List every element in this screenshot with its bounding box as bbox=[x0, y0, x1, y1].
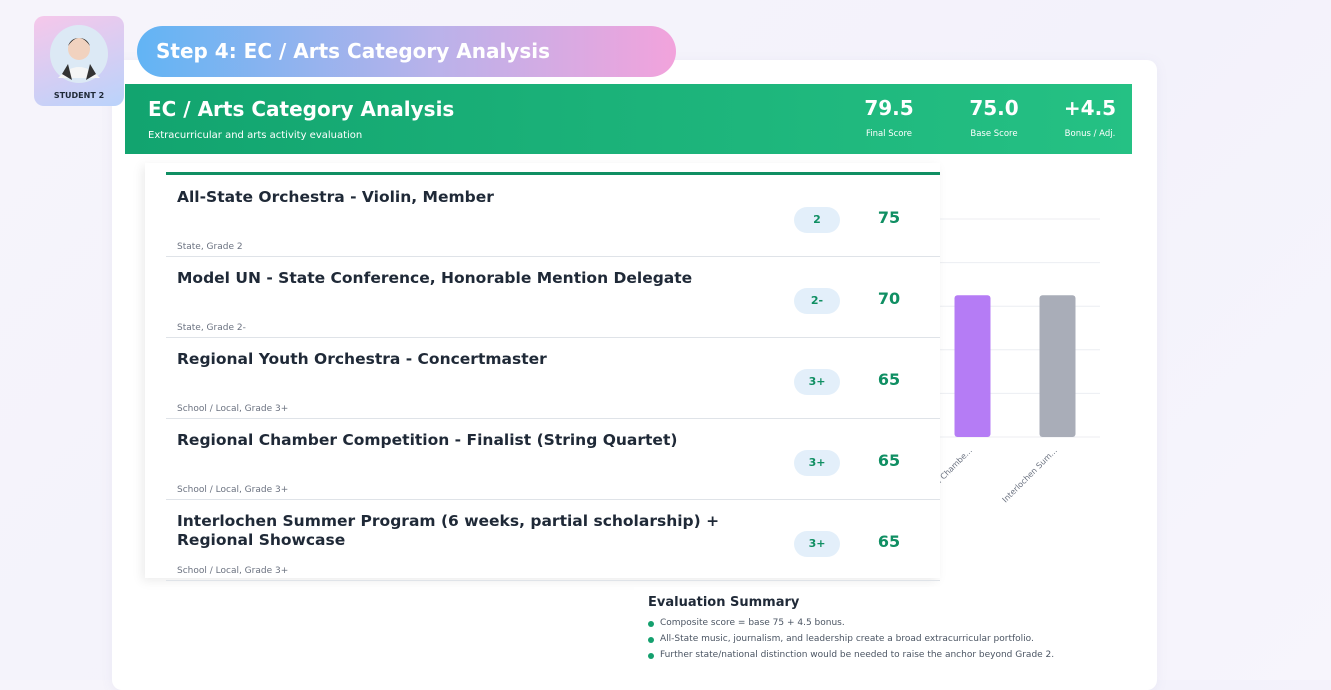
stat-value: 79.5 bbox=[864, 96, 914, 120]
activity-score: 75 bbox=[877, 208, 901, 227]
stat: 79.5 Final Score bbox=[844, 96, 934, 139]
activity-row: Model UN - State Conference, Honorable M… bbox=[166, 257, 940, 338]
grade-badge: 3+ bbox=[794, 369, 840, 395]
activity-detail: State, Grade 2 bbox=[177, 242, 243, 252]
header-subtitle: Extracurricular and arts activity evalua… bbox=[148, 130, 363, 141]
grade-badge: 3+ bbox=[794, 531, 840, 557]
activity-detail: State, Grade 2- bbox=[177, 323, 246, 333]
activity-detail: School / Local, Grade 3+ bbox=[177, 566, 289, 576]
activity-detail: School / Local, Grade 3+ bbox=[177, 485, 289, 495]
header-title: EC / Arts Category Analysis bbox=[148, 97, 455, 121]
grade-badge: 3+ bbox=[794, 450, 840, 476]
activity-title: Regional Chamber Competition - Finalist … bbox=[177, 431, 678, 449]
student-label: STUDENT 2 bbox=[53, 91, 105, 100]
summary-item: Further state/national distinction would… bbox=[648, 650, 1116, 660]
stat-label: Base Score bbox=[970, 129, 1018, 139]
summary-item: All-State music, journalism, and leaders… bbox=[648, 634, 1116, 644]
activity-row: All-State Orchestra - Violin, Member Stat… bbox=[166, 176, 940, 257]
activity-row: Interlochen Summer Program (6 weeks, par… bbox=[166, 500, 940, 581]
activity-table: All-State Orchestra - Violin, Member Stat… bbox=[145, 163, 940, 581]
activity-detail: School / Local, Grade 3+ bbox=[177, 404, 289, 414]
activity-row: Regional Chamber Competition - Finalist … bbox=[166, 419, 940, 500]
stat-label: Bonus / Adj. bbox=[1064, 129, 1116, 139]
step-pill: Step 4: EC / Arts Category Analysis bbox=[137, 26, 676, 77]
activity-title: Model UN - State Conference, Honorable M… bbox=[177, 269, 693, 287]
header-banner: EC / Arts Category Analysis Extracurricu… bbox=[125, 84, 1132, 154]
stat-label: Final Score bbox=[865, 129, 913, 139]
summary-item: Composite score = base 75 + 4.5 bonus. bbox=[648, 618, 1116, 628]
student-card[interactable]: STUDENT 2 bbox=[34, 16, 124, 106]
table-accent bbox=[166, 172, 940, 175]
activity-score: 65 bbox=[877, 370, 901, 389]
summary-card: Evaluation Summary Composite score = bas… bbox=[634, 587, 1130, 677]
stat-value: 75.0 bbox=[969, 96, 1019, 120]
stat: +4.5 Bonus / Adj. bbox=[1045, 96, 1135, 139]
grade-badge: 2- bbox=[794, 288, 840, 314]
activity-score: 65 bbox=[877, 532, 901, 551]
stat: 75.0 Base Score bbox=[949, 96, 1039, 139]
activity-score: 70 bbox=[877, 289, 901, 308]
stat-value: +4.5 bbox=[1063, 96, 1117, 120]
activity-title: All-State Orchestra - Violin, Member bbox=[177, 188, 494, 206]
activity-title: Interlochen Summer Program (6 weeks, par… bbox=[177, 512, 720, 549]
avatar bbox=[50, 25, 108, 83]
activity-score: 65 bbox=[877, 451, 901, 470]
grade-badge: 2 bbox=[794, 207, 840, 233]
summary-title: Evaluation Summary bbox=[648, 595, 800, 610]
activity-row: Regional Youth Orchestra - Concertmaster… bbox=[166, 338, 940, 419]
activity-title: Regional Youth Orchestra - Concertmaster bbox=[177, 350, 547, 368]
